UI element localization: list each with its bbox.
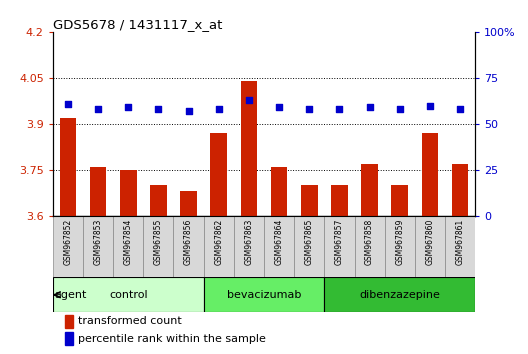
Point — [154, 106, 163, 112]
Point — [214, 106, 223, 112]
Text: GSM967859: GSM967859 — [395, 219, 404, 266]
Text: GSM967853: GSM967853 — [93, 219, 102, 266]
Point — [64, 101, 72, 107]
Bar — [264, 216, 294, 278]
Bar — [53, 216, 83, 278]
Text: GSM967861: GSM967861 — [456, 219, 465, 265]
Point — [456, 106, 464, 112]
Text: GSM967856: GSM967856 — [184, 219, 193, 266]
Bar — [180, 192, 197, 216]
Bar — [174, 216, 204, 278]
Bar — [331, 185, 348, 216]
Point — [244, 97, 253, 103]
Bar — [211, 133, 227, 216]
Text: GSM967865: GSM967865 — [305, 219, 314, 266]
Bar — [415, 216, 445, 278]
Bar — [385, 216, 415, 278]
Point — [365, 104, 374, 110]
Bar — [234, 216, 264, 278]
Point — [184, 108, 193, 114]
Bar — [65, 315, 73, 328]
Text: GSM967855: GSM967855 — [154, 219, 163, 266]
Bar — [324, 216, 354, 278]
Bar — [294, 216, 324, 278]
Bar — [301, 185, 317, 216]
Bar — [53, 278, 204, 312]
Bar — [204, 216, 234, 278]
Point — [94, 106, 102, 112]
Bar — [241, 81, 257, 216]
Bar — [361, 164, 378, 216]
Bar — [445, 216, 475, 278]
Bar — [271, 167, 287, 216]
Text: GSM967863: GSM967863 — [244, 219, 253, 266]
Text: dibenzazepine: dibenzazepine — [360, 290, 440, 300]
Bar — [83, 216, 113, 278]
Bar — [150, 185, 167, 216]
Text: GDS5678 / 1431117_x_at: GDS5678 / 1431117_x_at — [53, 18, 222, 31]
Point — [335, 106, 344, 112]
Text: transformed count: transformed count — [78, 316, 182, 326]
Bar — [354, 216, 385, 278]
Text: GSM967852: GSM967852 — [63, 219, 72, 265]
Text: agent: agent — [54, 290, 87, 300]
Point — [124, 104, 133, 110]
Bar — [452, 164, 468, 216]
Bar — [204, 278, 324, 312]
Text: bevacizumab: bevacizumab — [227, 290, 301, 300]
Bar — [65, 332, 73, 345]
Bar — [324, 278, 475, 312]
Bar — [422, 133, 438, 216]
Point — [395, 106, 404, 112]
Point — [305, 106, 314, 112]
Point — [275, 104, 284, 110]
Text: GSM967858: GSM967858 — [365, 219, 374, 265]
Bar — [90, 167, 106, 216]
Text: percentile rank within the sample: percentile rank within the sample — [78, 333, 266, 344]
Bar — [120, 170, 137, 216]
Text: GSM967864: GSM967864 — [275, 219, 284, 266]
Bar — [391, 185, 408, 216]
Bar — [113, 216, 143, 278]
Text: GSM967854: GSM967854 — [124, 219, 133, 266]
Bar — [60, 118, 76, 216]
Text: GSM967857: GSM967857 — [335, 219, 344, 266]
Text: GSM967860: GSM967860 — [426, 219, 435, 266]
Text: GSM967862: GSM967862 — [214, 219, 223, 265]
Point — [426, 103, 434, 108]
Bar — [143, 216, 174, 278]
Text: control: control — [109, 290, 147, 300]
